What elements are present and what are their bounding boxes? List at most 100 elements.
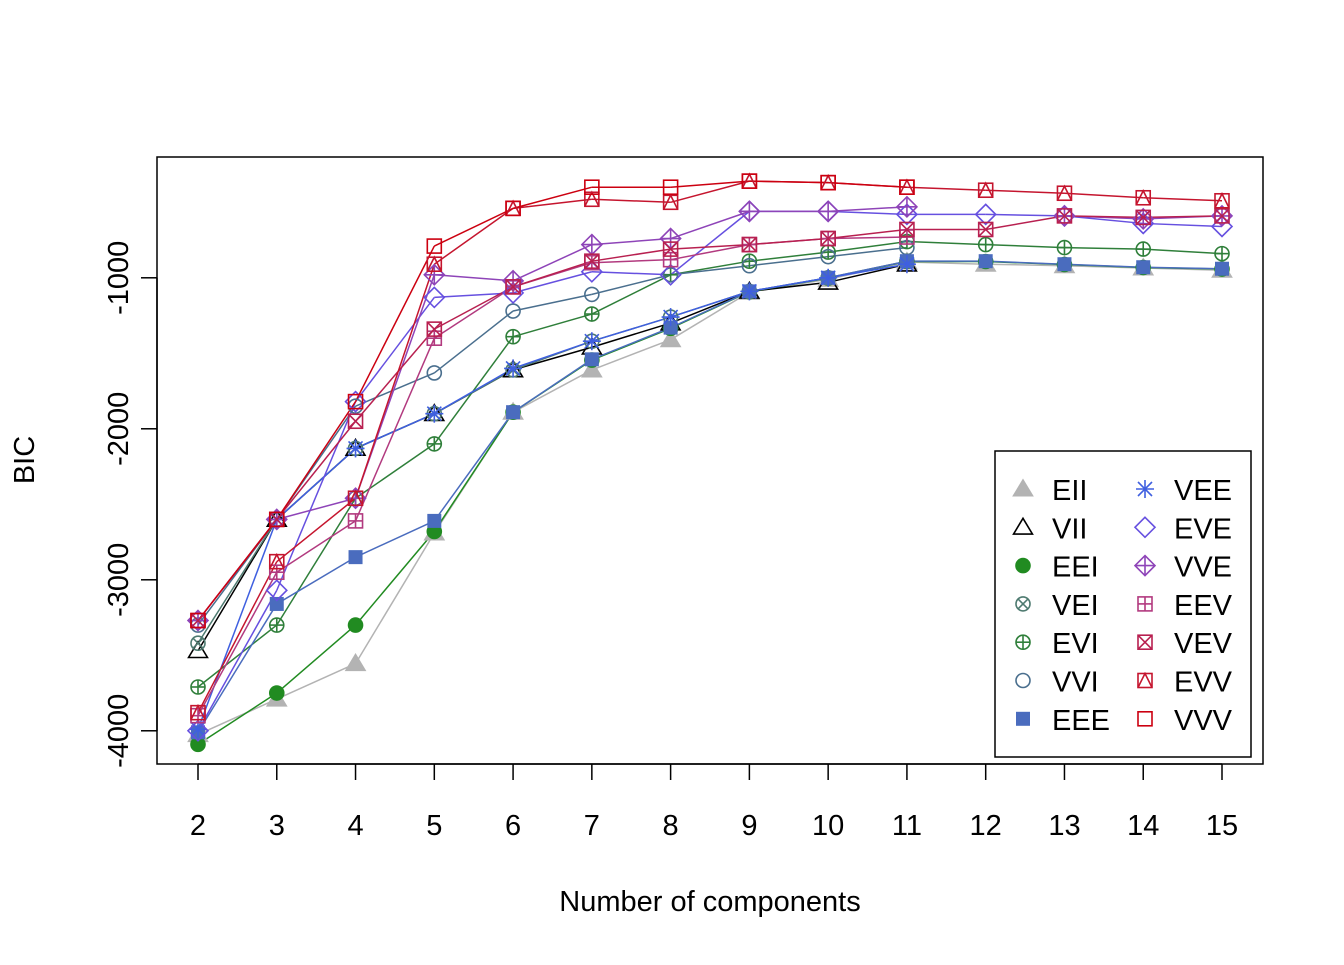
- legend-item-vvi: VVI: [1015, 667, 1099, 699]
- point-eee-14: [1136, 260, 1151, 275]
- point-eve-3: [265, 579, 288, 602]
- point-vev-10: [820, 230, 836, 247]
- point-evv-13: [1056, 184, 1073, 202]
- line-segment-vvi: [749, 255, 829, 267]
- line-segment-evv: [906, 186, 986, 191]
- line-segment-eii: [512, 369, 593, 413]
- line-segment-vev: [354, 328, 435, 422]
- line-segment-vve: [434, 274, 514, 282]
- line-segment-eee: [433, 411, 514, 522]
- point-eee-7: [584, 352, 599, 367]
- point-vei-2: [190, 635, 206, 652]
- y-tick-label--1000: -1000: [103, 241, 135, 315]
- point-evi-15: [1214, 245, 1230, 262]
- line-segment-vvv: [354, 245, 435, 402]
- line-segment-vev: [670, 243, 750, 250]
- line-segment-vev: [985, 215, 1065, 231]
- x-axis-label: Number of components: [559, 886, 860, 918]
- line-segment-eve: [670, 210, 750, 276]
- line-segment-vvv: [512, 186, 593, 210]
- line-segment-vev: [512, 260, 593, 288]
- line-segment-eee: [512, 358, 593, 413]
- x-tick-label-9: 9: [741, 810, 757, 842]
- line-segment-vei: [197, 518, 278, 644]
- legend-label: VVE: [1174, 552, 1232, 584]
- line-segment-vev: [276, 420, 357, 520]
- line-segment-evi: [276, 497, 357, 626]
- x-tick-label-14: 14: [1127, 810, 1159, 842]
- legend-item-vee: VEE: [1136, 475, 1232, 507]
- point-vev-11: [899, 221, 915, 238]
- line-segment-evv: [512, 198, 592, 210]
- point-evi-13: [1056, 239, 1073, 256]
- point-evv-5: [426, 255, 443, 273]
- line-segment-eev: [276, 520, 356, 573]
- line-segment-vvi: [512, 293, 593, 312]
- point-eve-8: [659, 263, 682, 286]
- line-segment-eee: [1064, 263, 1144, 268]
- line-segment-evi: [1064, 246, 1144, 250]
- legend-symbol-eev: [1137, 596, 1153, 612]
- legend-box: [994, 450, 1252, 758]
- legend-item-eee: EEE: [1016, 705, 1110, 737]
- line-segment-vee: [749, 277, 829, 293]
- line-segment-eve: [828, 210, 907, 216]
- point-eii-8: [659, 329, 682, 348]
- legend-label: EVV: [1174, 667, 1233, 699]
- legend-label: VEV: [1174, 628, 1233, 660]
- point-evv-14: [1135, 188, 1152, 206]
- line-segment-eve: [591, 271, 671, 276]
- y-axis-label: BIC: [9, 436, 41, 484]
- point-vvv-3: [268, 511, 285, 528]
- point-vvv-10: [820, 174, 836, 191]
- line-segment-vvv: [828, 181, 907, 188]
- line-segment-eev: [197, 571, 278, 717]
- y-tick-label--3000: -3000: [103, 543, 135, 617]
- point-vvv-5: [426, 238, 443, 254]
- point-vev-8: [662, 241, 679, 257]
- line-segment-eev: [670, 243, 750, 261]
- legend-symbol-evv: [1137, 671, 1153, 689]
- line-segment-vvv: [197, 518, 278, 622]
- point-evv-7: [584, 190, 600, 208]
- line-segment-vvv: [276, 401, 357, 520]
- line-segment-eev: [354, 337, 435, 522]
- point-vvv-6: [505, 200, 521, 217]
- legend-item-vve: VVE: [1133, 552, 1232, 584]
- point-vev-14: [1135, 209, 1152, 226]
- legend-label: VVV: [1174, 705, 1233, 737]
- line-segment-vvi: [828, 246, 908, 258]
- line-segment-vve: [828, 206, 907, 213]
- point-eei-3: [268, 685, 285, 701]
- point-vve-10: [817, 200, 840, 223]
- series-lines: [197, 180, 1223, 745]
- point-vee-9: [740, 282, 759, 301]
- legend-symbol-vvi: [1015, 672, 1031, 689]
- point-evi-6: [505, 328, 521, 345]
- y-tick-label--4000: -4000: [103, 694, 135, 768]
- legend-symbol-vii: [1012, 516, 1034, 535]
- point-vve-9: [738, 200, 761, 223]
- y-tick-label--2000: -2000: [103, 392, 135, 466]
- line-segment-evv: [354, 263, 436, 499]
- legend: EII VII EEI VEI EVI VVI EEE VEE EVE VVE EEV VEV EVV V…: [994, 450, 1252, 758]
- point-eee-5: [427, 513, 442, 528]
- legend-item-vii: VII: [1012, 513, 1087, 545]
- line-segment-eii: [591, 339, 671, 371]
- point-vev-9: [741, 236, 758, 253]
- point-vvi-5: [426, 365, 443, 381]
- line-segment-eve: [354, 296, 435, 403]
- point-evi-5: [426, 436, 443, 452]
- point-eee-8: [663, 320, 678, 335]
- point-vev-15: [1214, 208, 1230, 224]
- line-segment-vee: [670, 290, 750, 318]
- line-segment-eei: [354, 530, 435, 626]
- point-eee-12: [978, 254, 993, 269]
- line-segment-eve: [1143, 222, 1223, 228]
- point-eee-15: [1215, 261, 1229, 276]
- point-vee-10: [819, 268, 838, 287]
- point-eev-3: [268, 564, 285, 581]
- line-segment-eee: [670, 290, 750, 329]
- legend-item-evv: EVV: [1137, 667, 1233, 699]
- x-tick-label-2: 2: [190, 810, 206, 842]
